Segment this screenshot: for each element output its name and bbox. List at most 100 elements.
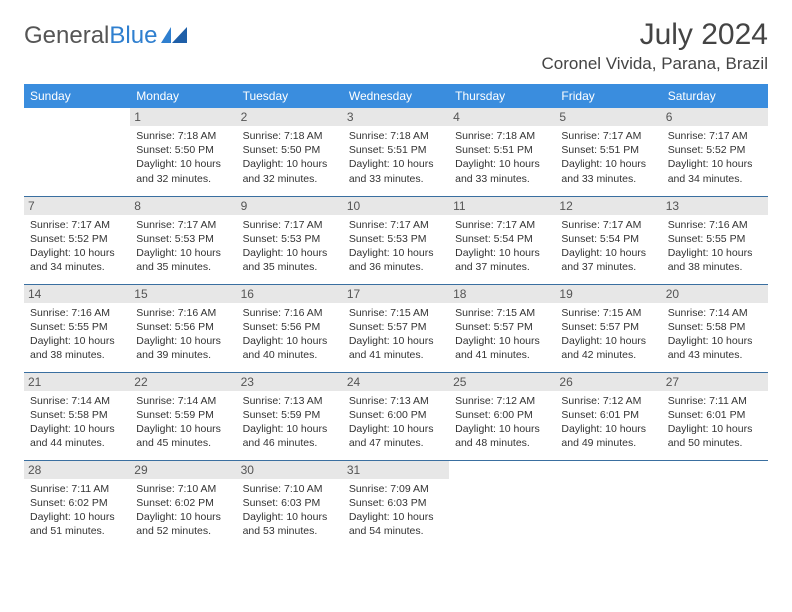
calendar-day-cell: 26 Sunrise: 7:12 AMSunset: 6:01 PMDayligh… [555, 372, 661, 460]
day-details: Sunrise: 7:14 AMSunset: 5:59 PMDaylight:… [136, 394, 230, 451]
calendar-day-cell: 24 Sunrise: 7:13 AMSunset: 6:00 PMDayligh… [343, 372, 449, 460]
weekday-header: Tuesday [237, 84, 343, 108]
calendar-week-row: 28Sunrise: 7:11 AMSunset: 6:02 PMDayligh… [24, 460, 768, 548]
day-number: 14 [24, 285, 130, 303]
day-number: 31 [343, 461, 449, 479]
day-number: 22 [130, 373, 236, 391]
day-details: Sunrise: 7:10 AMSunset: 6:03 PMDaylight:… [243, 482, 337, 539]
day-number: 4 [449, 108, 555, 126]
day-number: 24 [343, 373, 449, 391]
day-details: Sunrise: 7:13 AMSunset: 6:00 PMDaylight:… [349, 394, 443, 451]
day-number: 13 [662, 197, 768, 215]
day-details: Sunrise: 7:17 AMSunset: 5:53 PMDaylight:… [243, 218, 337, 275]
day-details: Sunrise: 7:18 AMSunset: 5:50 PMDaylight:… [136, 129, 230, 186]
day-details: Sunrise: 7:16 AMSunset: 5:56 PMDaylight:… [243, 306, 337, 363]
calendar-day-cell: 29 Sunrise: 7:10 AMSunset: 6:02 PMDayligh… [130, 460, 236, 548]
day-number: 17 [343, 285, 449, 303]
day-details: Sunrise: 7:17 AMSunset: 5:52 PMDaylight:… [668, 129, 762, 186]
calendar-day-cell: 14 Sunrise: 7:16 AMSunset: 5:55 PMDayligh… [24, 284, 130, 372]
day-number: 18 [449, 285, 555, 303]
day-number: 7 [24, 197, 130, 215]
day-number: 19 [555, 285, 661, 303]
calendar-day-cell: 21 Sunrise: 7:14 AMSunset: 5:58 PMDayligh… [24, 372, 130, 460]
logo-text-gray: General [24, 22, 109, 50]
day-details: Sunrise: 7:17 AMSunset: 5:52 PMDaylight:… [30, 218, 124, 275]
day-details: Sunrise: 7:10 AMSunset: 6:02 PMDaylight:… [136, 482, 230, 539]
calendar-day-cell: 10 Sunrise: 7:17 AMSunset: 5:53 PMDayligh… [343, 196, 449, 284]
logo: GeneralBlue [24, 22, 189, 50]
calendar-day-cell: 16 Sunrise: 7:16 AMSunset: 5:56 PMDayligh… [237, 284, 343, 372]
day-number: 3 [343, 108, 449, 126]
day-number: 21 [24, 373, 130, 391]
day-details: Sunrise: 7:09 AMSunset: 6:03 PMDaylight:… [349, 482, 443, 539]
day-number: 25 [449, 373, 555, 391]
calendar-day-cell [449, 460, 555, 548]
calendar-day-cell: 6Sunrise: 7:17 AMSunset: 5:52 PMDaylight… [662, 108, 768, 196]
day-details: Sunrise: 7:15 AMSunset: 5:57 PMDaylight:… [561, 306, 655, 363]
day-details: Sunrise: 7:17 AMSunset: 5:51 PMDaylight:… [561, 129, 655, 186]
calendar-day-cell: 7 Sunrise: 7:17 AMSunset: 5:52 PMDaylight… [24, 196, 130, 284]
day-number: 15 [130, 285, 236, 303]
calendar-day-cell: 27 Sunrise: 7:11 AMSunset: 6:01 PMDayligh… [662, 372, 768, 460]
day-number: 9 [237, 197, 343, 215]
logo-text-blue: Blue [109, 22, 157, 50]
day-number: 20 [662, 285, 768, 303]
day-details: Sunrise: 7:17 AMSunset: 5:54 PMDaylight:… [561, 218, 655, 275]
calendar-day-cell: 17 Sunrise: 7:15 AMSunset: 5:57 PMDayligh… [343, 284, 449, 372]
day-details: Sunrise: 7:11 AMSunset: 6:01 PMDaylight:… [668, 394, 762, 451]
day-number: 2 [237, 108, 343, 126]
calendar-day-cell: 30 Sunrise: 7:10 AMSunset: 6:03 PMDayligh… [237, 460, 343, 548]
calendar-day-cell: 25Sunrise: 7:12 AMSunset: 6:00 PMDayligh… [449, 372, 555, 460]
day-details: Sunrise: 7:13 AMSunset: 5:59 PMDaylight:… [243, 394, 337, 451]
calendar-table: SundayMondayTuesdayWednesdayThursdayFrid… [24, 84, 768, 548]
weekday-header: Friday [555, 84, 661, 108]
calendar-day-cell: 15Sunrise: 7:16 AMSunset: 5:56 PMDayligh… [130, 284, 236, 372]
calendar-day-cell [662, 460, 768, 548]
day-number: 29 [130, 461, 236, 479]
calendar-week-row: 7 Sunrise: 7:17 AMSunset: 5:52 PMDaylight… [24, 196, 768, 284]
day-details: Sunrise: 7:16 AMSunset: 5:55 PMDaylight:… [30, 306, 124, 363]
calendar-day-cell: 2Sunrise: 7:18 AMSunset: 5:50 PMDaylight… [237, 108, 343, 196]
day-details: Sunrise: 7:15 AMSunset: 5:57 PMDaylight:… [349, 306, 443, 363]
day-details: Sunrise: 7:14 AMSunset: 5:58 PMDaylight:… [668, 306, 762, 363]
day-number: 30 [237, 461, 343, 479]
day-number: 5 [555, 108, 661, 126]
calendar-day-cell [555, 460, 661, 548]
day-details: Sunrise: 7:15 AMSunset: 5:57 PMDaylight:… [455, 306, 549, 363]
day-details: Sunrise: 7:14 AMSunset: 5:58 PMDaylight:… [30, 394, 124, 451]
calendar-day-cell [24, 108, 130, 196]
calendar-day-cell: 4Sunrise: 7:18 AMSunset: 5:51 PMDaylight… [449, 108, 555, 196]
calendar-day-cell: 31 Sunrise: 7:09 AMSunset: 6:03 PMDayligh… [343, 460, 449, 548]
day-number: 16 [237, 285, 343, 303]
day-details: Sunrise: 7:17 AMSunset: 5:54 PMDaylight:… [455, 218, 549, 275]
month-title: July 2024 [542, 18, 768, 52]
day-number: 27 [662, 373, 768, 391]
day-number: 10 [343, 197, 449, 215]
calendar-day-cell: 23 Sunrise: 7:13 AMSunset: 5:59 PMDayligh… [237, 372, 343, 460]
calendar-day-cell: 3 Sunrise: 7:18 AMSunset: 5:51 PMDaylight… [343, 108, 449, 196]
day-details: Sunrise: 7:17 AMSunset: 5:53 PMDaylight:… [349, 218, 443, 275]
weekday-header: Thursday [449, 84, 555, 108]
day-number: 23 [237, 373, 343, 391]
day-details: Sunrise: 7:16 AMSunset: 5:55 PMDaylight:… [668, 218, 762, 275]
day-details: Sunrise: 7:17 AMSunset: 5:53 PMDaylight:… [136, 218, 230, 275]
weekday-header: Wednesday [343, 84, 449, 108]
calendar-body: 1Sunrise: 7:18 AMSunset: 5:50 PMDaylight… [24, 108, 768, 548]
calendar-day-cell: 28Sunrise: 7:11 AMSunset: 6:02 PMDayligh… [24, 460, 130, 548]
day-number: 28 [24, 461, 130, 479]
calendar-day-cell: 12 Sunrise: 7:17 AMSunset: 5:54 PMDayligh… [555, 196, 661, 284]
calendar-day-cell: 9 Sunrise: 7:17 AMSunset: 5:53 PMDaylight… [237, 196, 343, 284]
day-number: 26 [555, 373, 661, 391]
calendar-week-row: 14 Sunrise: 7:16 AMSunset: 5:55 PMDayligh… [24, 284, 768, 372]
logo-mark-icon [161, 22, 189, 50]
calendar-week-row: 1Sunrise: 7:18 AMSunset: 5:50 PMDaylight… [24, 108, 768, 196]
day-number: 11 [449, 197, 555, 215]
day-details: Sunrise: 7:18 AMSunset: 5:51 PMDaylight:… [349, 129, 443, 186]
calendar-day-cell: 22 Sunrise: 7:14 AMSunset: 5:59 PMDayligh… [130, 372, 236, 460]
calendar-day-cell: 1Sunrise: 7:18 AMSunset: 5:50 PMDaylight… [130, 108, 236, 196]
weekday-header: Sunday [24, 84, 130, 108]
day-details: Sunrise: 7:12 AMSunset: 6:01 PMDaylight:… [561, 394, 655, 451]
weekday-header-row: SundayMondayTuesdayWednesdayThursdayFrid… [24, 84, 768, 108]
title-block: July 2024 Coronel Vivida, Parana, Brazil [542, 18, 768, 74]
day-number: 12 [555, 197, 661, 215]
